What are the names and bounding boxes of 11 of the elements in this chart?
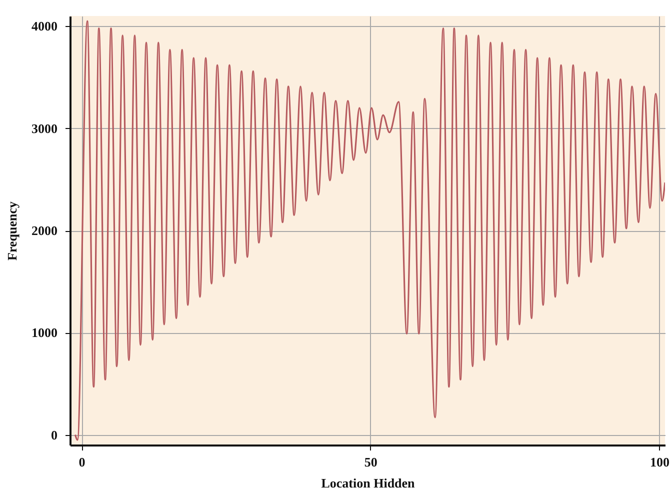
y-tick-label: 2000 bbox=[32, 223, 58, 238]
x-tick-label: 50 bbox=[364, 454, 378, 470]
line-series bbox=[74, 20, 665, 441]
x-axis-title: Location Hidden bbox=[321, 476, 416, 490]
x-tick-label: 0 bbox=[78, 454, 86, 470]
x-tick-label: 100 bbox=[650, 454, 670, 470]
y-tick-label: 0 bbox=[51, 427, 58, 442]
y-tick-label: 3000 bbox=[32, 120, 58, 136]
y-axis-title: Frequency bbox=[4, 201, 20, 260]
y-tick-label: 1000 bbox=[32, 325, 58, 340]
y-tick-label: 4000 bbox=[32, 18, 58, 34]
